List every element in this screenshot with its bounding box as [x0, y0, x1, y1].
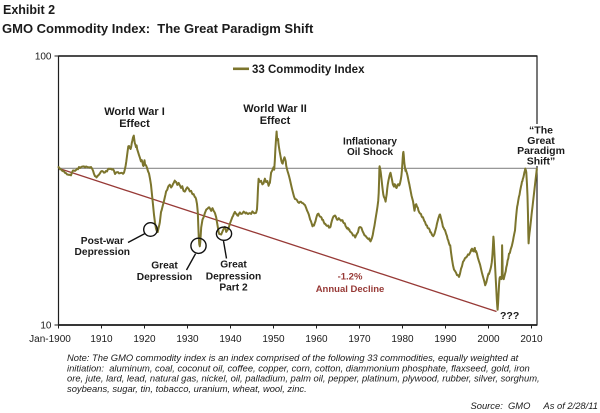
svg-text:1950: 1950 [262, 334, 285, 345]
svg-text:1970: 1970 [348, 334, 371, 345]
svg-text:Great: Great [527, 135, 555, 147]
svg-text:Post-war: Post-war [81, 236, 124, 247]
svg-text:Part 2: Part 2 [219, 282, 248, 293]
svg-text:1940: 1940 [219, 334, 242, 345]
svg-text:Great: Great [151, 260, 178, 271]
svg-text:World War II: World War II [243, 103, 307, 115]
svg-text:Depression: Depression [137, 272, 192, 283]
svg-text:Paradigm: Paradigm [517, 145, 565, 157]
svg-text:Annual Decline: Annual Decline [316, 284, 385, 295]
svg-text:1930: 1930 [176, 334, 199, 345]
svg-text:1980: 1980 [391, 334, 414, 345]
svg-text:2000: 2000 [477, 334, 500, 345]
svg-text:???: ??? [500, 310, 519, 322]
svg-text:Great: Great [220, 260, 247, 271]
svg-text:100: 100 [35, 52, 52, 63]
svg-text:Exhibit 2: Exhibit 2 [3, 3, 55, 17]
svg-text:Effect: Effect [260, 115, 291, 127]
svg-text:initiation: aluminum, coal, c: initiation: aluminum, coal, coconut oil,… [67, 362, 530, 373]
svg-text:Source: GMO As of 2/28/11: Source: GMO As of 2/28/11 [471, 400, 599, 411]
svg-text:10: 10 [40, 321, 52, 332]
svg-text:GMO Commodity Index: The Grea: GMO Commodity Index: The Great Paradigm … [2, 21, 314, 36]
svg-text:1960: 1960 [305, 334, 328, 345]
svg-text:1920: 1920 [133, 334, 156, 345]
svg-text:Depression: Depression [206, 271, 261, 282]
svg-text:“The: “The [529, 125, 553, 137]
svg-text:Depression: Depression [75, 247, 130, 258]
svg-text:33 Commodity Index: 33 Commodity Index [252, 64, 365, 76]
svg-text:soybeans, sugar, tin, tobacco,: soybeans, sugar, tin, tobacco, uranium, … [67, 383, 307, 394]
svg-text:-1.2%: -1.2% [338, 271, 363, 282]
svg-text:1990: 1990 [434, 334, 457, 345]
svg-text:1910: 1910 [90, 334, 113, 345]
svg-text:Shift”: Shift” [527, 155, 556, 167]
svg-text:Jan-1900: Jan-1900 [29, 334, 71, 345]
svg-text:ore, jute, lard, lead, natural: ore, jute, lard, lead, natural gas, nick… [67, 373, 540, 384]
svg-text:World War I: World War I [104, 106, 165, 118]
svg-text:Note: The GMO commodity index: Note: The GMO commodity index is an inde… [67, 352, 519, 363]
svg-text:Oil Shock: Oil Shock [347, 147, 394, 158]
svg-text:2010: 2010 [520, 334, 543, 345]
svg-text:Inflationary: Inflationary [343, 137, 397, 148]
svg-text:Effect: Effect [119, 118, 150, 130]
